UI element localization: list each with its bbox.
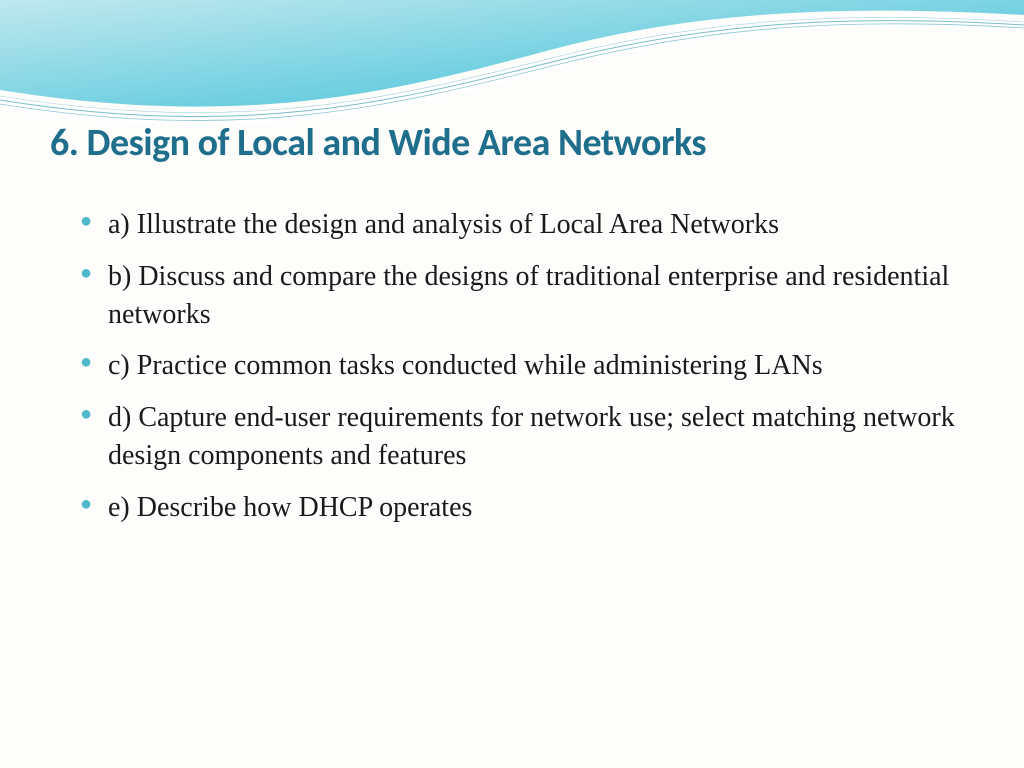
list-item: e) Describe how DHCP operates: [80, 489, 974, 527]
bullet-list: a) Illustrate the design and analysis of…: [50, 206, 974, 527]
slide-title: 6. Design of Local and Wide Area Network…: [50, 120, 974, 166]
list-item: c) Practice common tasks conducted while…: [80, 347, 974, 385]
list-item: d) Capture end-user requirements for net…: [80, 399, 974, 475]
slide-content: 6. Design of Local and Wide Area Network…: [50, 120, 974, 541]
list-item: a) Illustrate the design and analysis of…: [80, 206, 974, 244]
list-item: b) Discuss and compare the designs of tr…: [80, 258, 974, 334]
